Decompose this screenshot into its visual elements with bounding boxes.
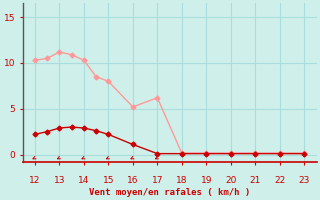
X-axis label: Vent moyen/en rafales ( km/h ): Vent moyen/en rafales ( km/h ) (89, 188, 250, 197)
